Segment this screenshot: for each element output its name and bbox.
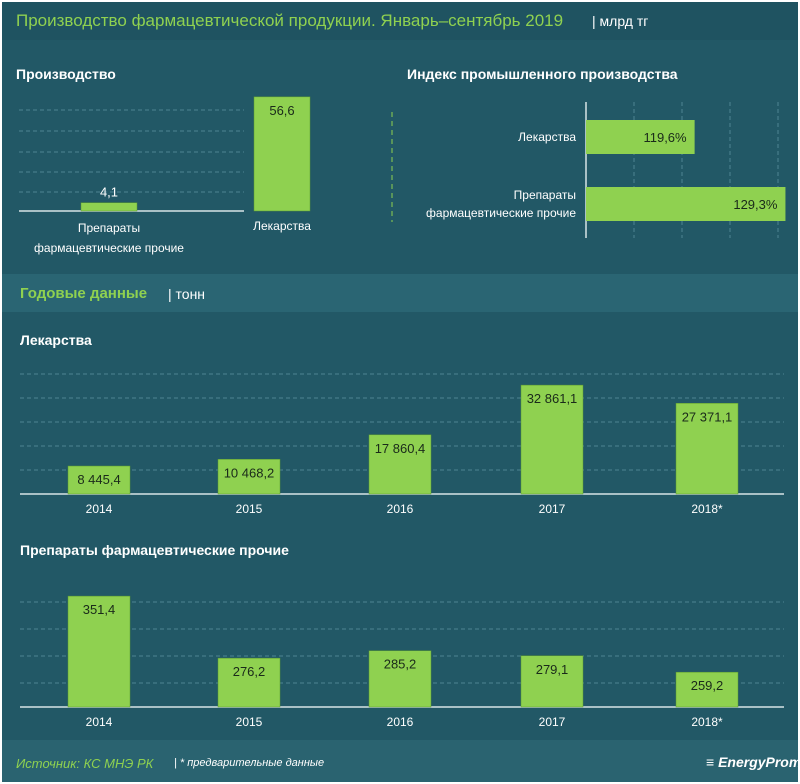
data-label: 129,3% (733, 197, 778, 212)
category-label: Препараты (78, 221, 140, 235)
section-title: Годовые данные (20, 285, 148, 302)
category-label: 2017 (539, 715, 566, 729)
bar (217, 657, 281, 708)
bar (217, 459, 281, 495)
logo: ≡ EnergyProm (706, 754, 798, 770)
section-unit: | тонн (168, 286, 206, 302)
bar (586, 120, 695, 154)
category-label: Лекарства (518, 130, 576, 144)
bar (253, 96, 311, 212)
header-band (2, 2, 798, 40)
category-label: 2016 (387, 715, 414, 729)
data-label: 259,2 (691, 678, 724, 693)
section-band (2, 274, 798, 312)
footer-source: Источник: КС МНЭ РК (16, 756, 154, 771)
category-label: 2015 (236, 715, 263, 729)
header-title: Производство фармацевтической продукции.… (16, 11, 564, 30)
logo-icon: ≡ (706, 754, 719, 770)
data-label: 17 860,4 (375, 441, 426, 456)
chart-title-production: Производство (16, 66, 116, 82)
chart-title-medicines: Лекарства (20, 332, 92, 348)
bar (368, 650, 432, 708)
logo-text: EnergyProm (718, 754, 798, 770)
data-label: 32 861,1 (527, 391, 578, 406)
bar (80, 202, 138, 212)
data-label: 351,4 (83, 602, 116, 617)
data-label: 279,1 (536, 662, 569, 677)
bar (586, 187, 786, 221)
chart-title-other: Препараты фармацевтические прочие (20, 542, 289, 558)
category-label: фармацевтические прочие (34, 241, 184, 255)
data-label: 119,6% (643, 130, 687, 145)
bar (520, 384, 584, 495)
bar (675, 403, 739, 495)
category-label: 2016 (387, 502, 414, 516)
bar (67, 465, 131, 495)
chart-title-index: Индекс промышленного производства (407, 66, 678, 82)
data-label: 285,2 (384, 657, 417, 672)
footer-note: | * предварительные данные (174, 757, 325, 769)
bar (520, 655, 584, 708)
data-label: 27 371,1 (682, 409, 733, 424)
category-label: Препараты (514, 188, 576, 202)
category-label: фармацевтические прочие (426, 206, 576, 220)
data-label: 8 445,4 (77, 472, 120, 487)
data-label: 4,1 (100, 185, 118, 200)
bar (368, 434, 432, 495)
category-label: Лекарства (253, 219, 311, 233)
category-label: 2014 (86, 715, 113, 729)
category-label: 2014 (86, 502, 113, 516)
bar (675, 671, 739, 708)
data-label: 10 468,2 (224, 465, 275, 480)
category-label: 2018* (691, 715, 723, 729)
footer-band (2, 740, 798, 782)
category-label: 2015 (236, 502, 263, 516)
category-label: 2018* (691, 502, 723, 516)
bar (67, 595, 131, 708)
category-label: 2017 (539, 502, 566, 516)
header-unit: | млрд тг (592, 13, 649, 29)
data-label: 56,6 (269, 103, 294, 118)
data-label: 276,2 (233, 664, 266, 679)
